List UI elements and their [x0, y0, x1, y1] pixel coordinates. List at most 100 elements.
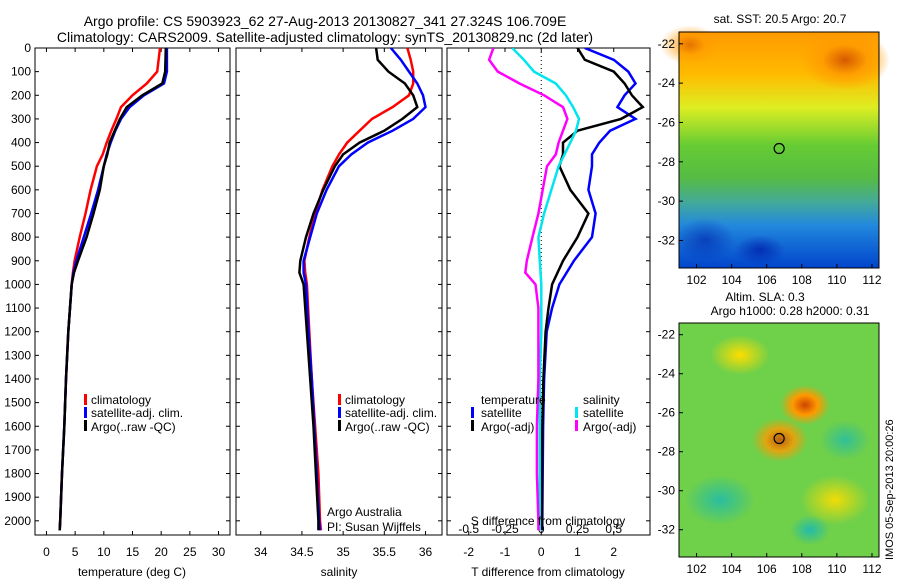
- sla-low-patch: [790, 515, 830, 545]
- x-tick-label-temperature: 1: [574, 545, 581, 559]
- x-tick-label: 0: [43, 545, 50, 559]
- series-line-salinity-satellite: [511, 48, 581, 531]
- map-y-tick-label: -22: [658, 37, 676, 51]
- x-tick-label: 34: [254, 545, 268, 559]
- y-tick-label: 1300: [4, 348, 31, 362]
- sst-warm-patch: [800, 30, 890, 90]
- legend-swatch-climatology: [84, 394, 87, 405]
- sla-mid-patch: [800, 475, 870, 525]
- map-x-tick-label: 108: [792, 562, 812, 576]
- legend-label-temp-argo: Argo(-adj): [481, 420, 534, 434]
- annotation-pi-name: PI: Susan Wijffels: [327, 520, 421, 534]
- temperature-axes-box: [34, 47, 231, 536]
- series-line-satellite-adj.: [302, 48, 427, 531]
- sla-high-patch: [780, 385, 830, 425]
- x-tick-label: 10: [97, 545, 111, 559]
- figure-title-line1: Argo profile: CS 5903923_62 27-Aug-2013 …: [83, 13, 567, 29]
- y-tick-label: 1000: [4, 277, 31, 291]
- y-tick-label: 600: [11, 183, 31, 197]
- y-tick-label: 1700: [4, 443, 31, 457]
- x-tick-label: 35.5: [373, 545, 397, 559]
- y-tick-label: 1200: [4, 325, 31, 339]
- temperature-panel: 0100200300400500600700800900100011001200…: [4, 41, 231, 579]
- map-y-tick-label: -28: [658, 445, 676, 459]
- map-y-tick-label: -30: [658, 484, 676, 498]
- x-tick-label: 25: [183, 545, 197, 559]
- legend-swatch-temp-argo: [471, 420, 474, 431]
- imos-timestamp: IMOS 05-Sep-2013 20:00:26: [884, 419, 896, 560]
- x-tick-label-temperature: -1: [500, 545, 511, 559]
- sla-map-frame: [678, 322, 880, 558]
- annotation-argo-australia: Argo Australia: [327, 505, 402, 519]
- sla-float-position-marker: [773, 432, 785, 445]
- legend-label-satellite: satellite-adj. clim.: [91, 406, 183, 420]
- map-x-tick-label: 102: [687, 562, 707, 576]
- legend-swatch-argo: [84, 420, 87, 431]
- legend-label-sal-satellite: satellite: [583, 406, 624, 420]
- series-line-climatology: [58, 48, 162, 531]
- x-tick-label: 20: [154, 545, 168, 559]
- sst-map: sat. SST: 20.5 Argo: 20.7 102 104 106 108 11…: [658, 12, 890, 287]
- x-tick-label-salinity: -0.25: [491, 522, 519, 536]
- series-line-climatology: [303, 48, 415, 531]
- sst-cool-patch: [675, 218, 735, 262]
- legend-swatch-satellite: [84, 407, 87, 418]
- y-tick-label: 2000: [4, 514, 31, 528]
- map-x-tick-label: 106: [757, 273, 777, 287]
- y-tick-label: 700: [11, 206, 31, 220]
- map-y-tick-label: -32: [658, 523, 676, 537]
- map-y-tick-label: -32: [658, 233, 676, 247]
- map-x-tick-label: 112: [862, 562, 881, 576]
- y-tick-label: 900: [11, 254, 31, 268]
- y-tick-label: 1100: [5, 301, 31, 315]
- sla-low-patch: [820, 420, 870, 460]
- map-y-tick-label: -26: [658, 115, 676, 129]
- y-tick-label: 400: [11, 136, 31, 150]
- legend-swatch-temp-satellite: [471, 407, 474, 418]
- series-line-salinity-argo-adj-: [487, 48, 569, 531]
- series-line-argo: [298, 48, 419, 531]
- x-tick-label-salinity: 0.25: [566, 522, 590, 536]
- y-tick-label: 0: [24, 41, 31, 55]
- salinity-axes-box: [235, 47, 443, 536]
- temperature-xlabel: temperature (deg C): [78, 565, 186, 579]
- sla-map-title-line2: Argo h1000: 0.28 h2000: 0.31: [711, 304, 870, 318]
- y-tick-label: 1900: [4, 490, 31, 504]
- map-y-tick-label: -26: [658, 406, 676, 420]
- figure-title-line2: Climatology: CARS2009. Satellite-adjuste…: [56, 29, 594, 45]
- difference-axes-box: [446, 47, 651, 536]
- sla-mid-patch: [710, 335, 770, 375]
- map-y-tick-label: -30: [658, 194, 676, 208]
- map-x-tick-label: 106: [757, 562, 777, 576]
- salinity-xlabel: salinity: [321, 565, 358, 579]
- y-tick-label: 500: [11, 159, 31, 173]
- x-tick-label-salinity: -0.5: [458, 522, 479, 536]
- x-tick-label: 5: [72, 545, 79, 559]
- y-tick-label: 800: [11, 230, 31, 244]
- sla-map: Altim. SLA: 0.3 Argo h1000: 0.28 h2000: …: [658, 290, 882, 576]
- series-line-temperature-satellite: [541, 48, 639, 531]
- y-tick-label: 1500: [4, 396, 31, 410]
- x-tick-label: 30: [212, 545, 226, 559]
- map-x-tick-label: 102: [687, 273, 707, 287]
- x-tick-label: 36: [419, 545, 433, 559]
- sst-map-frame: [678, 31, 880, 269]
- legend-label-temp-satellite: satellite: [481, 406, 522, 420]
- map-x-tick-label: 110: [827, 273, 846, 287]
- difference-xlabel-temperature: T difference from climatology: [471, 565, 625, 579]
- x-tick-label-temperature: -2: [463, 545, 474, 559]
- map-x-tick-label: 112: [862, 273, 881, 287]
- legend-swatch-climatology: [338, 394, 341, 405]
- y-tick-label: 300: [11, 112, 31, 126]
- map-x-tick-label: 104: [722, 273, 742, 287]
- series-line-satellite-adj.: [58, 48, 169, 531]
- difference-legend: temperature satellite Argo(-adj) salinit…: [471, 393, 636, 434]
- y-tick-label: 200: [11, 88, 31, 102]
- legend-label-sal-argo: Argo(-adj): [583, 420, 636, 434]
- sst-warm-patch: [660, 25, 720, 65]
- y-tick-label: 1400: [4, 372, 31, 386]
- legend-label-argo: Argo(..raw -QC): [345, 420, 430, 434]
- temperature-legend: climatology satellite-adj. clim. Argo(..…: [84, 393, 183, 434]
